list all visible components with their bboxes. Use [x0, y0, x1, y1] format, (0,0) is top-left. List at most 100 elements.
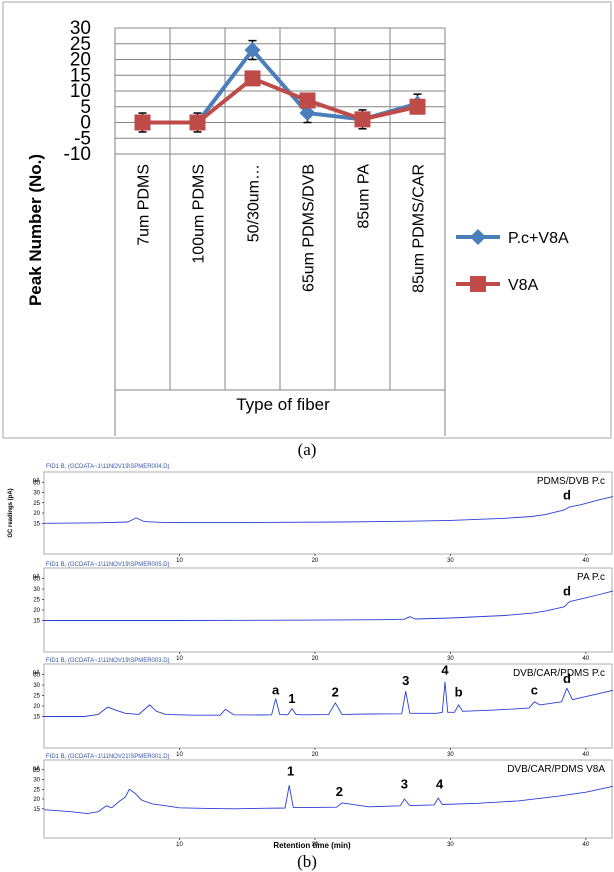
fiber-peak-chart: 7um PDMS 100um PDMS 50/30um… 65um PDMS/DVB 8…: [2, 1, 612, 439]
panel-header: FID1 B, (GCDATA~1\11NOV19\SPMER005.D): [46, 562, 170, 568]
peak-label: 2: [332, 685, 339, 700]
panel-unit: pA: [33, 478, 40, 484]
series-line-2: [142, 76, 418, 125]
panel-unit: pA: [33, 574, 40, 580]
peak-label: 4: [441, 663, 449, 678]
legend-marker-series-1: [470, 229, 486, 245]
y-tick-label: 35: [33, 480, 40, 486]
legend-marker-series-2: [470, 276, 486, 292]
y-tick-label: 35: [33, 577, 40, 583]
y-tick-label: 25: [70, 34, 91, 55]
peak-label: 3: [402, 673, 409, 688]
y-tick-label: 25: [33, 598, 40, 604]
y-tick-label: 15: [33, 521, 40, 527]
legend: P.c+V8A V8A: [456, 229, 569, 294]
panel-title: PDMS/DVB P.c: [537, 476, 605, 487]
x-tick-label: 30: [447, 752, 454, 758]
data-point-series-2: [189, 114, 206, 131]
category-label: 7um PDMS: [136, 164, 153, 246]
peak-label: 1: [287, 764, 294, 779]
x-tick-label: 40: [583, 752, 590, 758]
y-tick-label: 30: [33, 778, 40, 784]
chromatogram-panel-1: FID1 B, (GCDATA~1\11NOV19\SPMER004.D) pA 1…: [8, 464, 614, 564]
y-tick-label: -10: [64, 144, 91, 165]
chromatogram-figure: FID1 B, (GCDATA~1\11NOV19\SPMER004.D) pA 1…: [8, 464, 614, 850]
panel-frame: [43, 471, 613, 555]
panel-header: FID1 B, (GCDATA~1\11NOV19\SPMER004.D): [46, 464, 170, 470]
y-tick-label: 25: [33, 501, 40, 507]
chromatogram-trace: [43, 784, 614, 815]
data-point-series-1: [299, 105, 316, 122]
y-tick-label: 30: [33, 587, 40, 593]
y-tick-label: 20: [70, 50, 91, 71]
panel-title: DVB/CAR/PDMS V8A: [507, 764, 605, 775]
data-point-series-2: [354, 111, 371, 128]
category-label: 65um PDMS/DVB: [301, 164, 318, 292]
peak-label: 2: [336, 784, 343, 799]
data-point-series-2: [299, 92, 316, 109]
y-tick-label: 25: [33, 787, 40, 793]
peak-label: a: [272, 682, 280, 697]
y-tick-label: 30: [33, 683, 40, 689]
chromatogram-panel-4: FID1 B, (GCDATA~1\11NOV21\SPMER001.D) pA 1…: [33, 754, 614, 848]
category-label: 85um PA: [356, 164, 373, 229]
legend-label-series-1: P.c+V8A: [508, 230, 569, 247]
chromatogram-panel-2: FID1 B, (GCDATA~1\11NOV19\SPMER005.D) pA 1…: [33, 562, 614, 662]
y-tick-label: 30: [70, 18, 91, 39]
chromatogram-trace: [43, 496, 614, 524]
retention-time-label: Retention time (min): [273, 841, 351, 850]
x-tick-label: 30: [447, 558, 454, 564]
y-tick-label: 25: [33, 694, 40, 700]
panel-y-label: GC readings (pA): [8, 488, 14, 537]
y-tick-label: 15: [70, 65, 91, 86]
y-tick-label: 20: [33, 608, 40, 614]
y-tick-label: 30: [33, 491, 40, 497]
peak-label: b: [455, 685, 463, 700]
data-point-series-1: [244, 42, 261, 59]
data-point-series-2: [134, 114, 151, 131]
y-tick-label: 20: [33, 797, 40, 803]
data-point-series-2: [244, 70, 261, 87]
category-label: 100um PDMS: [191, 164, 208, 264]
y-tick-label: 20: [33, 511, 40, 517]
x-tick-label: 20: [312, 558, 319, 564]
peak-label: d: [563, 671, 571, 686]
x-tick-label: 40: [583, 656, 590, 662]
x-tick-label: 10: [176, 558, 183, 564]
y-tick-label: 20: [33, 704, 40, 710]
chromatogram-panels: FID1 B, (GCDATA~1\11NOV19\SPMER004.D) pA 1…: [8, 464, 614, 848]
y-axis-label: Peak Number (No.): [26, 154, 45, 306]
peak-label: 4: [436, 776, 444, 791]
peak-label: d: [563, 583, 571, 598]
peak-label: 3: [401, 776, 408, 791]
panel-title: PA P.c: [577, 572, 605, 583]
x-tick-label: 10: [176, 656, 183, 662]
y-tick-label: 0: [80, 113, 91, 134]
x-tick-label: 20: [312, 656, 319, 662]
y-tick-label: 15: [33, 807, 40, 813]
x-axis-label: Type of fiber: [236, 395, 330, 414]
panel-unit: pA: [33, 766, 40, 772]
legend-label-series-2: V8A: [508, 277, 539, 294]
panel-header: FID1 B, (GCDATA~1\11NOV19\SPMER003.D): [46, 658, 170, 664]
peak-label: d: [563, 488, 571, 503]
caption-b: (b): [297, 852, 317, 871]
chromatogram-trace: [44, 681, 614, 717]
y-tick-label: 10: [70, 81, 91, 102]
chart-area-border: [2, 1, 612, 439]
x-tick-label: 40: [583, 842, 590, 848]
caption-a: (a): [297, 440, 317, 459]
x-tick-label: 10: [176, 842, 183, 848]
panel-unit: pA: [33, 670, 40, 676]
chromatogram-panel-3: FID1 B, (GCDATA~1\11NOV19\SPMER003.D) pA 1…: [33, 658, 614, 758]
y-tick-label: -5: [74, 128, 91, 149]
x-tick-label: 20: [312, 752, 319, 758]
x-tick-label: 40: [583, 558, 590, 564]
x-tick-label: 10: [176, 752, 183, 758]
peak-label: 1: [288, 691, 295, 706]
y-tick-label: 35: [33, 673, 40, 679]
peak-label: c: [531, 682, 538, 697]
x-tick-label: 30: [447, 842, 454, 848]
y-tick-label: 15: [33, 619, 40, 625]
